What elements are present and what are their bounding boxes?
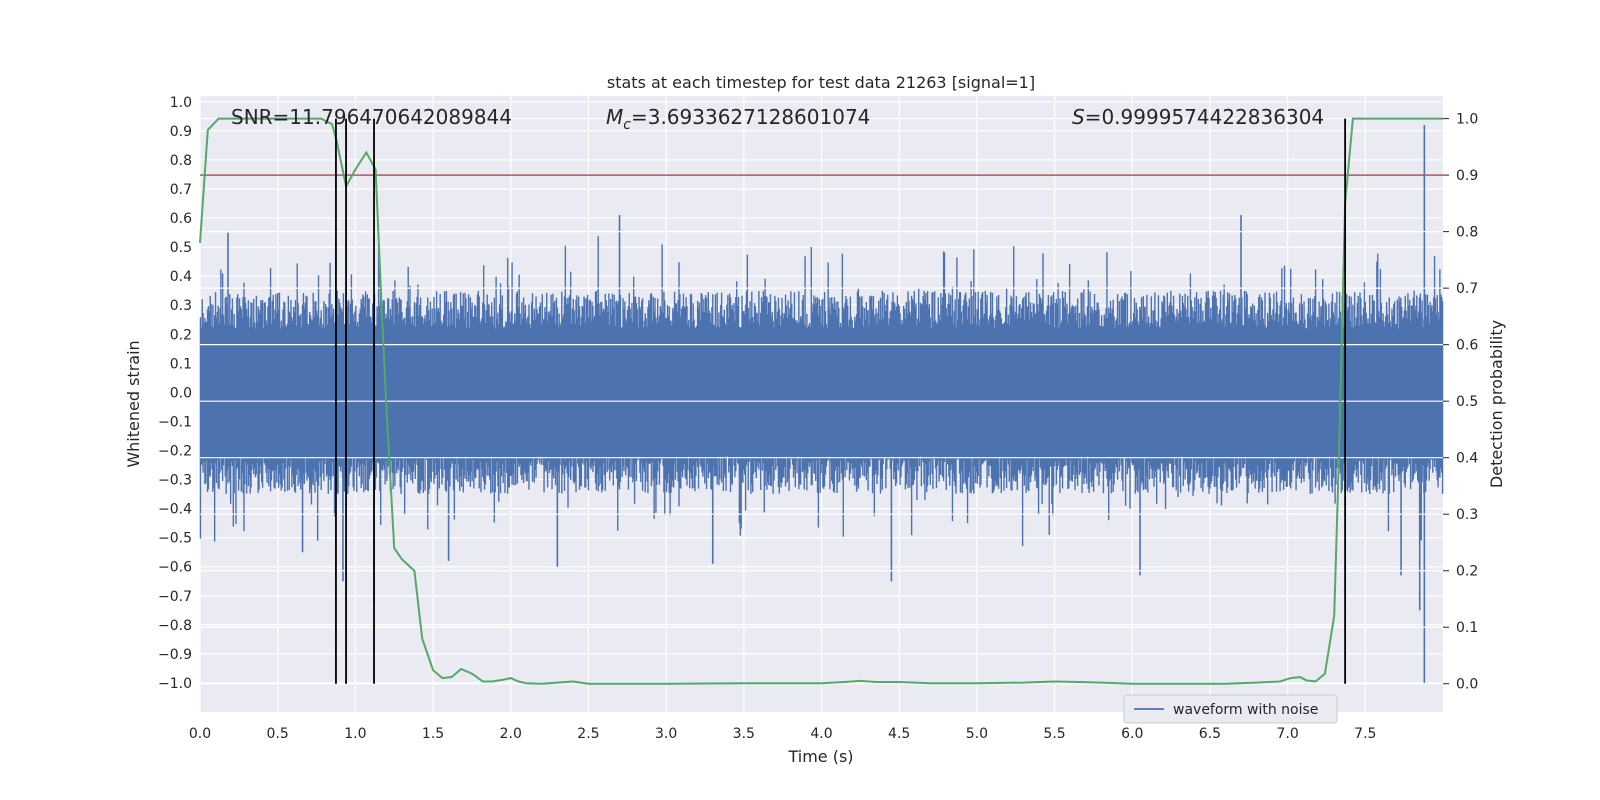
- x-tick-label: 1.5: [422, 726, 444, 742]
- y-right-tick-label: 0.0: [1456, 677, 1478, 693]
- y-left-tick-label: 0.4: [170, 269, 192, 285]
- detection-probability-line: [199, 117, 1443, 685]
- y-left-tick-label: 1.0: [170, 95, 192, 111]
- y-right-tick-label: 0.8: [1456, 225, 1478, 241]
- x-axis-title: Time (s): [787, 747, 853, 766]
- chirp-mass-annotation: Mc=3.6933627128601074: [606, 105, 870, 133]
- legend: waveform with noise: [1123, 694, 1338, 724]
- s-value: =0.9999574422836304: [1085, 105, 1324, 129]
- chirp-mass-symbol: M: [606, 105, 623, 129]
- x-tick-label: 4.5: [888, 726, 910, 742]
- x-tick-label: 6.0: [1121, 726, 1143, 742]
- s-symbol: S: [1072, 105, 1085, 129]
- y-right-tick-label: 0.7: [1456, 281, 1478, 297]
- x-tick-label: 5.0: [966, 726, 988, 742]
- x-tick-label: 0.5: [267, 726, 289, 742]
- snr-annotation: SNR=11.796470642089844: [231, 105, 512, 129]
- chirp-mass-subscript: c: [623, 117, 631, 133]
- y-right-tick-label: 0.9: [1456, 168, 1478, 184]
- x-tick-label: 7.5: [1354, 726, 1376, 742]
- y-left-tick-label: 0.1: [170, 356, 192, 372]
- x-tick-label: 0.0: [189, 726, 211, 742]
- waveform-core: [200, 328, 1443, 457]
- x-tick-label: 3.5: [733, 726, 755, 742]
- y-left-tick-label: −0.2: [158, 443, 192, 459]
- y-left-tick-label: −0.9: [158, 647, 192, 663]
- y-right-tick-label: 0.5: [1456, 394, 1478, 410]
- y-left-tick-label: −0.1: [158, 414, 192, 430]
- y-left-tick-label: 0.9: [170, 124, 192, 140]
- chirp-mass-value: =3.6933627128601074: [631, 105, 870, 129]
- y-left-tick-label: −0.7: [158, 589, 192, 605]
- y-left-tick-label: −0.3: [158, 473, 192, 489]
- y-axis-right-title: Detection probability: [1487, 320, 1506, 488]
- chart-title: stats at each timestep for test data 212…: [607, 73, 1035, 92]
- x-tick-label: 1.0: [344, 726, 366, 742]
- y-axis-left-title: Whitened strain: [124, 340, 143, 467]
- y-left-tick-label: −0.4: [158, 502, 192, 518]
- y-left-tick-label: −0.5: [158, 531, 192, 547]
- y-left-tick-label: 0.0: [170, 385, 192, 401]
- y-left-tick-label: −0.8: [158, 618, 192, 634]
- legend-label: waveform with noise: [1173, 702, 1318, 718]
- y-left-tick-label: 0.2: [170, 327, 192, 343]
- y-right-tick-label: 0.6: [1456, 338, 1478, 354]
- vertical-markers: [335, 118, 1347, 684]
- y-left-tick-label: −0.6: [158, 560, 192, 576]
- y-left-tick-label: 0.7: [170, 182, 192, 198]
- detection-probability-series: [199, 117, 1443, 685]
- y-right-tick-label: 0.2: [1456, 564, 1478, 580]
- x-tick-label: 6.5: [1199, 726, 1221, 742]
- y-left-tick-label: 0.5: [170, 240, 192, 256]
- y-left-tick-label: 0.3: [170, 298, 192, 314]
- axis-ticks: 0.0 0.5 1.0 1.5 2.0 2.5 3.0 3.5 4.0 4.5 5.0 5.5 6.0 6…: [158, 95, 1478, 742]
- x-tick-label: 5.5: [1043, 726, 1065, 742]
- y-left-tick-label: 0.8: [170, 153, 192, 169]
- y-left-tick-label: −1.0: [158, 676, 192, 692]
- x-tick-label: 2.0: [500, 726, 522, 742]
- y-right-tick-label: 1.0: [1456, 112, 1478, 128]
- x-tick-label: 3.0: [655, 726, 677, 742]
- y-right-tick-label: 0.4: [1456, 451, 1478, 467]
- y-right-tick-label: 0.3: [1456, 507, 1478, 523]
- y-left-tick-label: 0.6: [170, 211, 192, 227]
- legend-box: [1123, 694, 1338, 724]
- x-tick-label: 7.0: [1276, 726, 1298, 742]
- x-tick-label: 2.5: [577, 726, 599, 742]
- x-tick-label: 4.0: [810, 726, 832, 742]
- y-right-tick-label: 0.1: [1456, 620, 1478, 636]
- s-annotation: S=0.9999574422836304: [1072, 105, 1324, 129]
